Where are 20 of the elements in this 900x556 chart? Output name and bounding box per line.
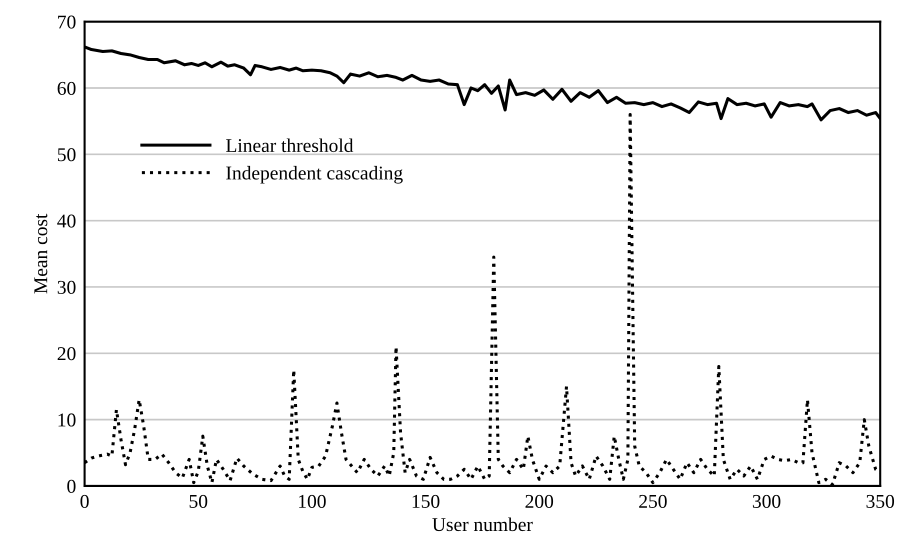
x-tick-label: 150 <box>412 494 440 508</box>
y-tick-label: 10 <box>58 413 76 427</box>
legend-label: Independent cascading <box>226 166 403 184</box>
y-tick-label: 50 <box>58 148 76 162</box>
x-tick-label: 50 <box>190 494 208 508</box>
y-axis-title: Mean cost <box>34 214 48 294</box>
x-tick-label: 100 <box>299 494 326 508</box>
legend-label: Linear threshold <box>226 138 354 152</box>
y-tick-label: 40 <box>57 214 76 228</box>
y-tick-label: 30 <box>58 280 76 294</box>
y-tick-label: 60 <box>58 82 76 95</box>
y-tick-label: 0 <box>67 480 76 493</box>
y-tick-label: 20 <box>58 347 76 360</box>
x-tick-label: 250 <box>639 494 667 508</box>
x-tick-label: 200 <box>526 494 554 508</box>
x-axis-title: User number <box>432 517 533 532</box>
x-tick-label: 300 <box>752 494 780 508</box>
y-tick-label: 70 <box>58 16 76 29</box>
x-tick-label: 0 <box>80 494 89 508</box>
x-tick-label: 350 <box>866 494 894 508</box>
